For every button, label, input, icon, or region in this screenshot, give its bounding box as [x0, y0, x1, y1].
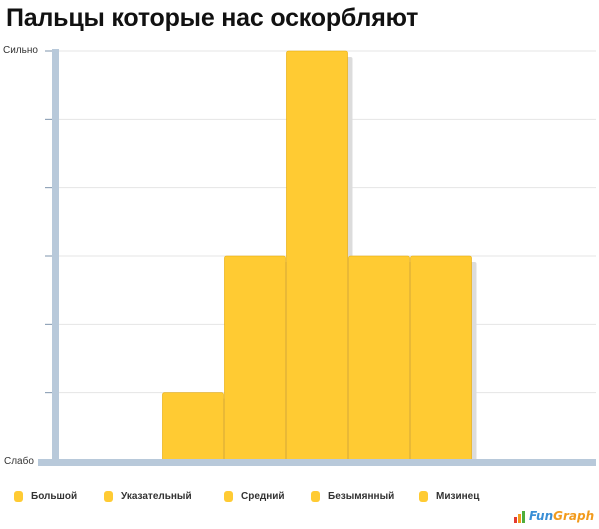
- bar-Безымянный: [348, 255, 410, 462]
- y-tick-label-min: Слабо: [4, 455, 34, 467]
- legend: Большой Указательный Средний Безымянный Мизи…: [14, 489, 574, 505]
- logo-bars-icon: [514, 511, 526, 523]
- legend-item: Безымянный: [311, 489, 394, 503]
- bar-Средний: [286, 50, 348, 462]
- legend-swatch: [224, 490, 233, 502]
- fungraph-logo: Fun Graph: [514, 505, 594, 523]
- logo-text-graph: Graph: [553, 509, 595, 523]
- bars: [162, 50, 472, 462]
- legend-label: Большой: [31, 490, 78, 502]
- legend-item: Мизинец: [419, 489, 479, 503]
- legend-label: Мизинец: [436, 490, 480, 502]
- y-tick-label-max: Сильно: [3, 45, 38, 56]
- legend-item: Указательный: [104, 489, 192, 503]
- x-axis: [38, 459, 596, 466]
- legend-swatch: [311, 490, 320, 502]
- legend-label: Указательный: [121, 490, 192, 502]
- legend-label: Безымянный: [328, 490, 395, 502]
- bar-Указательный: [224, 255, 286, 462]
- axis-labels: Сильно Слабо: [3, 45, 38, 467]
- bar-Большой: [162, 392, 224, 462]
- legend-label: Средний: [241, 490, 285, 502]
- logo-text-fun: Fun: [529, 509, 554, 523]
- bar-Мизинец: [410, 255, 472, 462]
- legend-swatch: [14, 490, 23, 502]
- chart-title: Пальцы которые нас оскорбляют: [6, 4, 419, 32]
- legend-item: Средний: [224, 489, 285, 503]
- legend-swatch: [419, 490, 428, 502]
- legend-item: Большой: [14, 489, 77, 503]
- y-axis: [52, 49, 59, 466]
- legend-swatch: [104, 490, 113, 502]
- axes: [38, 49, 596, 466]
